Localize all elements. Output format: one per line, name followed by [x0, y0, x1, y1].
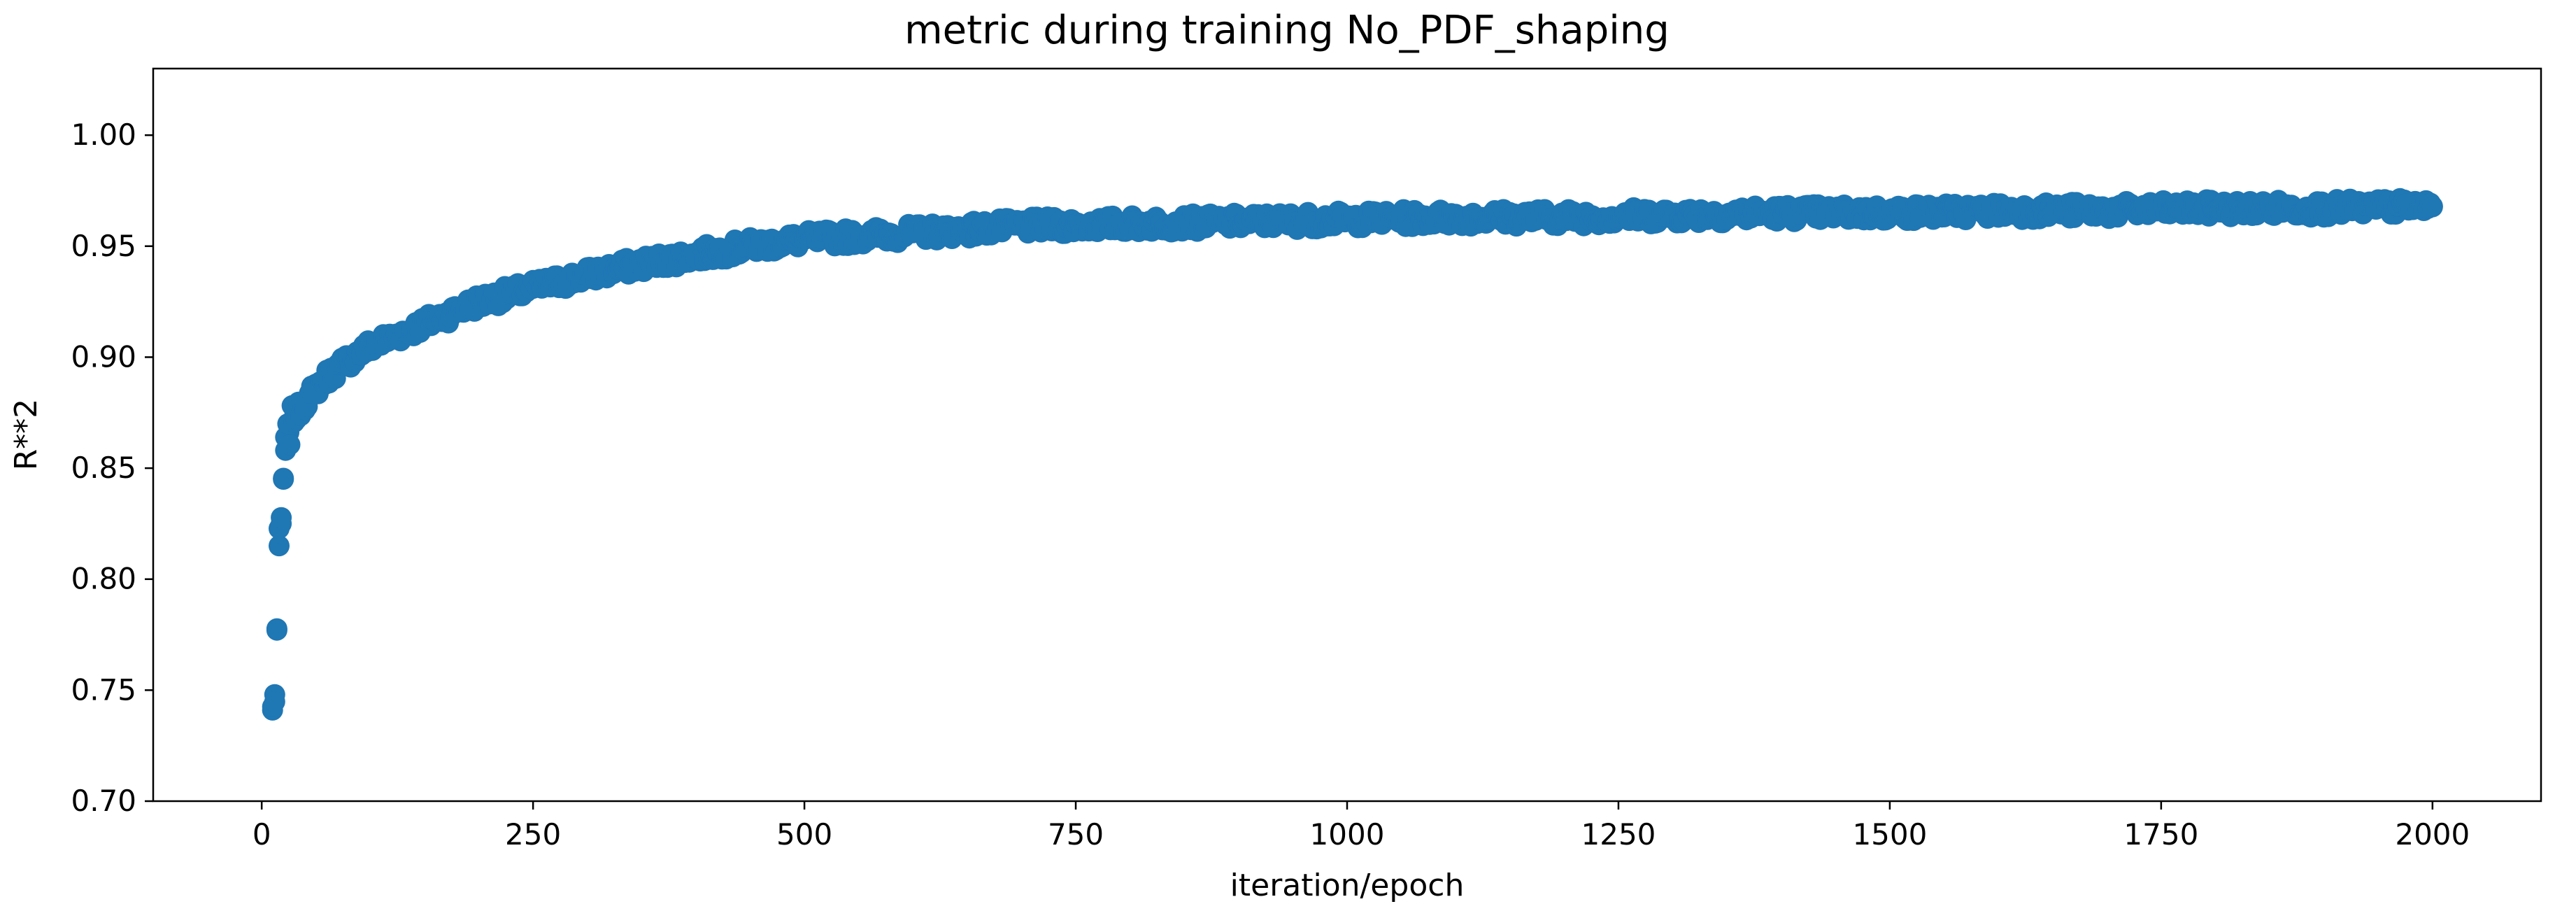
- y-tick-label: 1.00: [71, 118, 136, 152]
- x-tick-label: 750: [1048, 817, 1104, 852]
- x-tick-label: 1000: [1310, 817, 1385, 852]
- scatter-point: [269, 535, 290, 557]
- y-tick-label: 0.75: [71, 672, 136, 707]
- x-tick-label: 2000: [2395, 817, 2470, 852]
- plot-frame: [152, 67, 2542, 803]
- data-points: [262, 188, 2443, 721]
- scatter-point: [273, 467, 294, 489]
- x-tick-label: 0: [252, 817, 271, 852]
- y-tick-label: 0.95: [71, 229, 136, 263]
- scatter-point: [266, 618, 287, 640]
- y-tick-label: 0.85: [71, 451, 136, 485]
- y-tick-label: 0.70: [71, 784, 136, 818]
- scatter-point: [271, 507, 292, 528]
- x-axis: 0 250 500 750 1000 1250 1500 1750 2000: [252, 801, 2470, 852]
- x-tick-label: 1750: [2123, 817, 2198, 852]
- scatter-point: [264, 691, 285, 712]
- chart-title: metric during training No_PDF_shaping: [904, 8, 1670, 53]
- y-tick-label: 0.90: [71, 339, 136, 374]
- x-axis-label: iteration/epoch: [1230, 868, 1465, 903]
- y-axis-label: R**2: [8, 399, 44, 471]
- y-axis: 0.70 0.75 0.80 0.85 0.90 0.95 1.00: [71, 118, 153, 818]
- x-tick-label: 1500: [1852, 817, 1927, 852]
- y-tick-label: 0.80: [71, 562, 136, 596]
- scatter-point: [2421, 196, 2443, 218]
- x-tick-label: 250: [505, 817, 561, 852]
- x-tick-label: 1250: [1581, 817, 1656, 852]
- x-tick-label: 500: [776, 817, 832, 852]
- scatter-point: [279, 434, 301, 455]
